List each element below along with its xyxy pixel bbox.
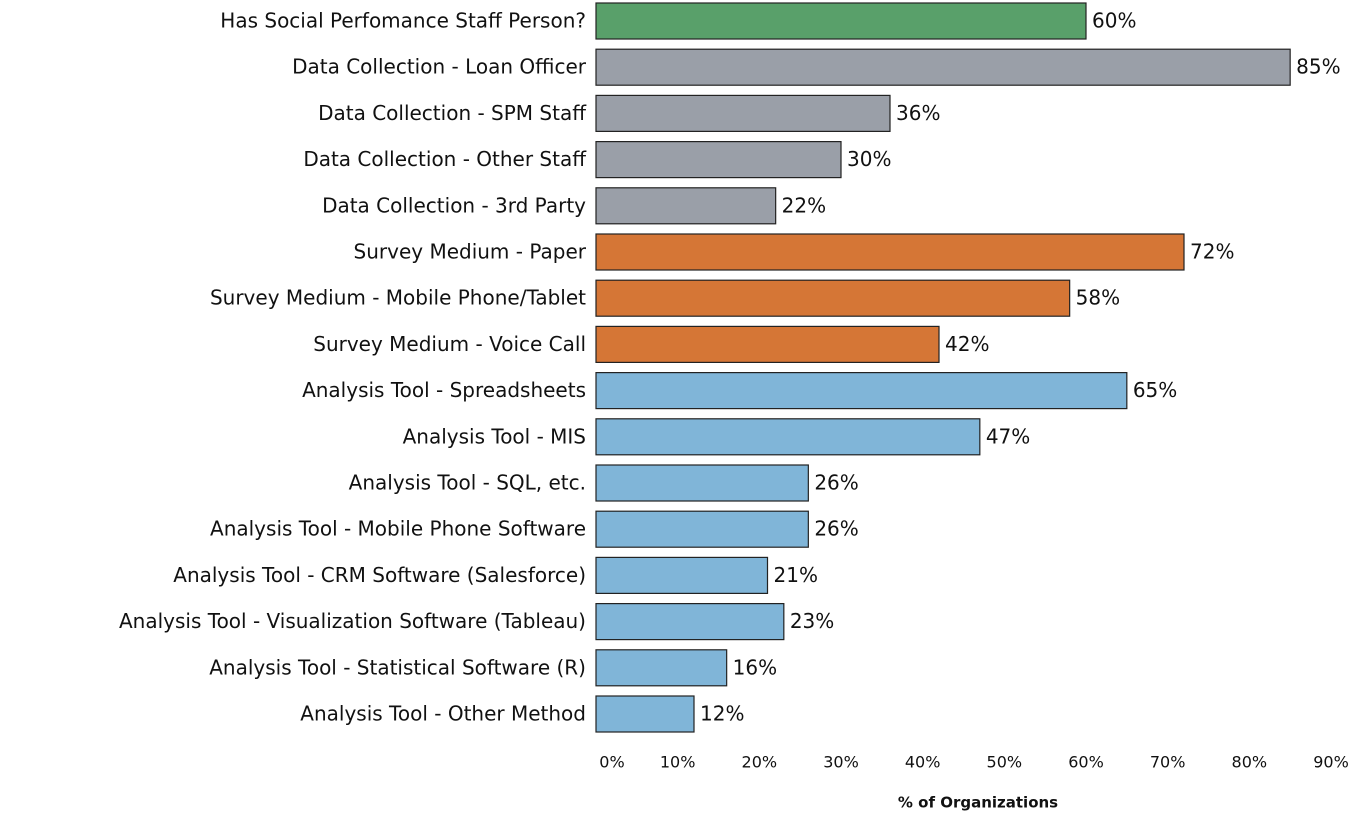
y-tick-label: Survey Medium - Mobile Phone/Tablet — [210, 286, 586, 310]
bar — [595, 325, 940, 363]
bar — [595, 2, 1087, 40]
x-tick-label: 90% — [1313, 753, 1349, 772]
data-label: 16% — [733, 655, 777, 679]
bar — [595, 233, 1185, 271]
bar — [595, 418, 981, 456]
data-label: 23% — [790, 609, 834, 633]
data-label: 58% — [1076, 286, 1120, 310]
x-axis-title: % of Organizations — [898, 794, 1058, 812]
data-label: 60% — [1092, 9, 1136, 33]
y-tick-label: Data Collection - Loan Officer — [292, 55, 587, 79]
y-tick-label: Data Collection - Other Staff — [303, 147, 587, 171]
y-tick-label: Analysis Tool - MIS — [403, 424, 586, 448]
data-label: 36% — [896, 101, 940, 125]
bar — [595, 464, 809, 502]
y-tick-label: Analysis Tool - SQL, etc. — [349, 471, 586, 495]
bar — [595, 695, 695, 733]
data-label: 22% — [782, 193, 826, 217]
y-tick-label: Data Collection - 3rd Party — [322, 193, 586, 217]
y-tick-label: Survey Medium - Paper — [354, 240, 587, 264]
y-tick-label: Analysis Tool - Statistical Software (R) — [209, 655, 586, 679]
data-label: 72% — [1190, 240, 1234, 264]
data-label: 47% — [986, 424, 1030, 448]
bar — [595, 279, 1071, 317]
x-tick-label: 80% — [1232, 753, 1268, 772]
y-tick-label: Analysis Tool - Spreadsheets — [302, 378, 586, 402]
data-label: 30% — [847, 147, 891, 171]
x-tick-label: 30% — [823, 753, 859, 772]
bar — [595, 649, 728, 687]
y-tick-label: Analysis Tool - Visualization Software (… — [119, 609, 586, 633]
bar — [595, 372, 1128, 410]
x-tick-label: 50% — [987, 753, 1023, 772]
bar — [595, 48, 1291, 86]
y-tick-label: Analysis Tool - Other Method — [300, 702, 586, 726]
x-tick-label: 20% — [742, 753, 778, 772]
y-tick-label: Data Collection - SPM Staff — [318, 101, 587, 125]
y-tick-label: Survey Medium - Voice Call — [313, 332, 586, 356]
x-tick-label: 10% — [660, 753, 696, 772]
data-label: 12% — [700, 702, 744, 726]
data-label: 21% — [774, 563, 818, 587]
data-label: 26% — [814, 517, 858, 541]
bar — [595, 94, 891, 133]
x-tick-label: 40% — [905, 753, 941, 772]
x-tick-label: 70% — [1150, 753, 1186, 772]
bar — [595, 602, 785, 641]
y-tick-label: Analysis Tool - CRM Software (Salesforce… — [173, 563, 586, 587]
y-tick-label: Has Social Perfomance Staff Person? — [220, 9, 586, 33]
x-tick-label: 0% — [599, 753, 624, 772]
data-label: 26% — [814, 471, 858, 495]
bar — [595, 556, 769, 595]
y-tick-label: Analysis Tool - Mobile Phone Software — [210, 517, 586, 541]
data-label: 85% — [1296, 55, 1340, 79]
bar — [595, 141, 842, 179]
bar — [595, 510, 809, 548]
data-label: 42% — [945, 332, 989, 356]
bar — [595, 187, 777, 225]
x-tick-label: 60% — [1068, 753, 1104, 772]
data-label: 65% — [1133, 378, 1177, 402]
